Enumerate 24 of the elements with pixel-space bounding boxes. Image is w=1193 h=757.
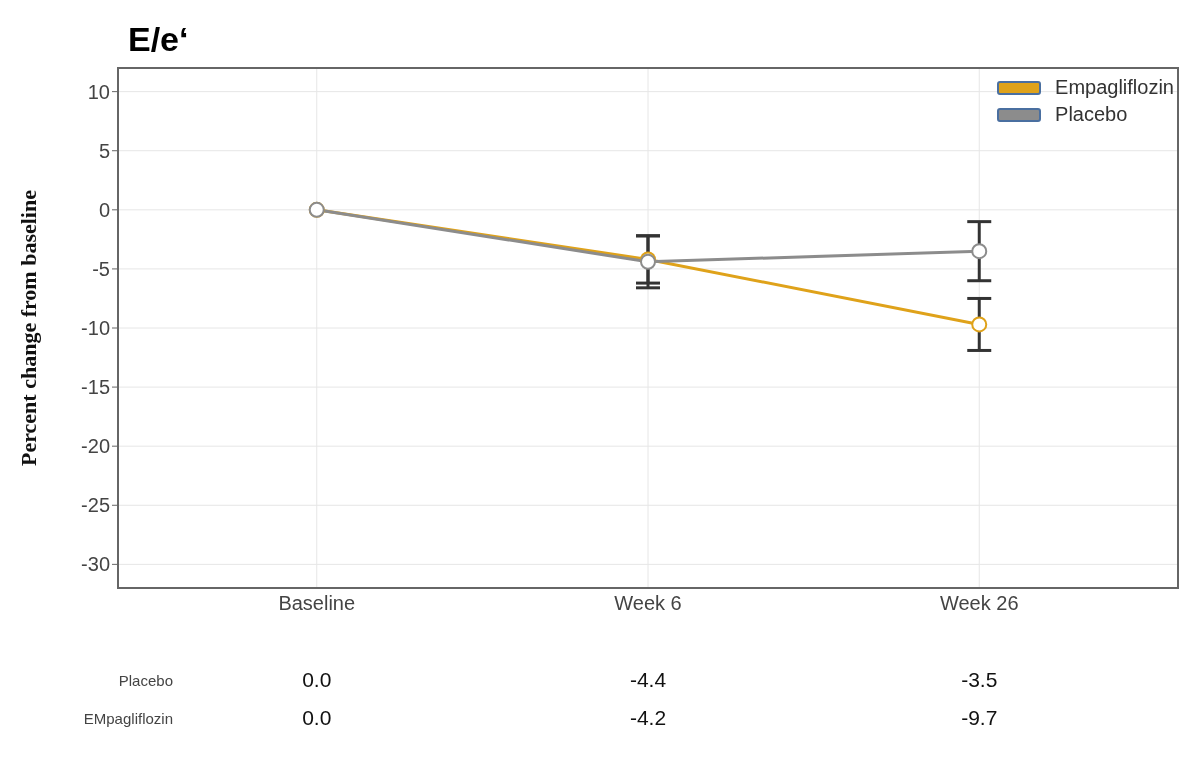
y-tick-label: 0 xyxy=(98,198,110,221)
chart-title: E/e‘ xyxy=(128,20,189,59)
data-label: -3.5 xyxy=(960,668,999,692)
y-tick-label: 5 xyxy=(98,139,110,162)
x-tick-label: Baseline xyxy=(278,592,356,615)
y-tick-label: 10 xyxy=(87,80,110,103)
legend-label: Empagliflozin xyxy=(1055,76,1174,99)
text: EMpagliflozin xyxy=(83,710,173,727)
data-label: -4.4 xyxy=(628,668,668,692)
data-label: -4.2 xyxy=(628,706,668,730)
y-tick-label: -10 xyxy=(81,317,110,340)
y-axis-title: Percent change from baseline xyxy=(15,189,41,466)
data-label: -9.7 xyxy=(960,706,999,730)
data-label: 0.0 xyxy=(301,668,333,692)
y-tick-label: -15 xyxy=(81,376,110,399)
y-tick-label: -30 xyxy=(81,553,110,576)
data-label: 0.0 xyxy=(301,706,333,730)
y-tick-label: -5 xyxy=(92,258,110,281)
text: Placebo xyxy=(118,672,173,689)
x-tick-label: Week 26 xyxy=(939,592,1019,615)
x-tick-label: Week 6 xyxy=(614,592,682,615)
legend-label: Placebo xyxy=(1055,103,1128,126)
y-tick-label: -25 xyxy=(81,494,110,517)
y-tick-label: -20 xyxy=(81,435,110,458)
